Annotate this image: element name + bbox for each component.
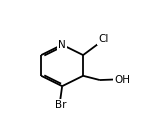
Text: Cl: Cl	[98, 34, 108, 44]
Text: Br: Br	[55, 100, 66, 110]
Text: N: N	[58, 40, 66, 50]
Text: OH: OH	[114, 75, 130, 84]
